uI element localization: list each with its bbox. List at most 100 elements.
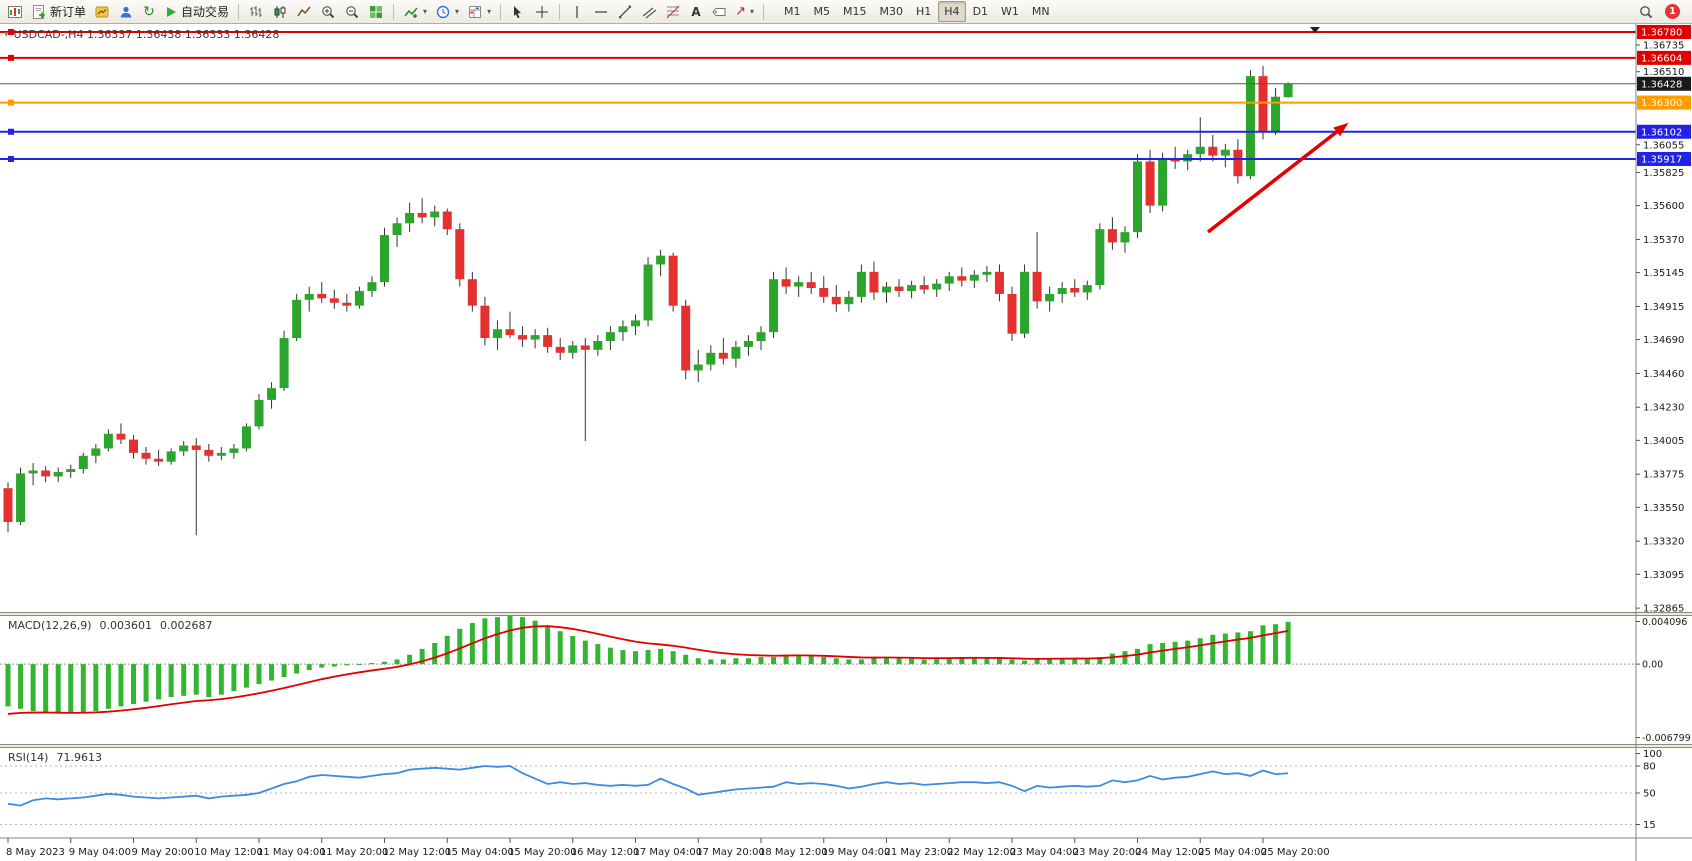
candle xyxy=(317,293,327,299)
trend-arrow[interactable] xyxy=(1206,125,1345,234)
timeframe-button-w1[interactable]: W1 xyxy=(1001,5,1019,18)
time-label: 15 May 04:00 xyxy=(445,847,514,858)
candlestick-chart-button[interactable] xyxy=(269,2,291,22)
candle xyxy=(216,452,226,456)
text-label-tool-button[interactable] xyxy=(708,2,730,22)
price-badge: 1.36604 xyxy=(1637,50,1691,65)
candle xyxy=(718,352,728,359)
horizontal-line-tool-button[interactable] xyxy=(590,2,612,22)
macd-histogram-bar xyxy=(269,664,275,681)
candle xyxy=(267,388,277,400)
line-handle[interactable] xyxy=(8,128,14,135)
market-watch-button[interactable] xyxy=(91,2,113,22)
navigator-person-icon xyxy=(120,6,132,17)
fibonacci-tool-button[interactable] xyxy=(662,2,684,22)
candle xyxy=(1271,96,1281,133)
text-tool-button[interactable]: A xyxy=(686,2,706,22)
macd-histogram-bar xyxy=(105,664,111,709)
candle xyxy=(480,305,490,339)
line-handle[interactable] xyxy=(8,54,14,61)
candle xyxy=(1133,161,1142,233)
tile-windows-button[interactable] xyxy=(365,2,387,22)
macd-axis-label: 0.00 xyxy=(1642,660,1663,671)
symbol-ohlc-label: USDCAD-,H4 1.36337 1.36438 1.36333 1.364… xyxy=(13,28,280,41)
indicators-button[interactable]: ▾ xyxy=(400,2,430,22)
candle xyxy=(1258,76,1268,133)
macd-histogram-bar xyxy=(68,664,74,714)
candle xyxy=(794,282,804,287)
timeframe-button-m30[interactable]: M30 xyxy=(879,5,904,18)
candlestick-chart-icon xyxy=(274,5,286,18)
collapse-arrow-icon[interactable]: ▾ xyxy=(4,29,9,40)
timeframe-button-d1[interactable]: D1 xyxy=(972,5,989,18)
auto-trading-button[interactable]: 自动交易 xyxy=(161,2,232,22)
line-handle[interactable] xyxy=(8,28,14,35)
chart-canvas[interactable]: 1.36780 1.36604 1.36428 1.36300 1.36102 1.359… xyxy=(0,24,1692,861)
macd-histogram-bar xyxy=(959,657,965,665)
new-chart-button[interactable] xyxy=(4,2,26,22)
new-order-button[interactable]: 新订单 xyxy=(28,2,89,22)
macd-histogram-bar xyxy=(432,642,438,665)
macd-histogram-bar xyxy=(1022,660,1028,665)
templates-button[interactable]: ▾ xyxy=(464,2,494,22)
candle xyxy=(342,302,352,306)
timeframe-button-h1[interactable]: H1 xyxy=(916,5,932,18)
vertical-line-tool-button[interactable] xyxy=(566,2,588,22)
price-tick-label: 1.34690 xyxy=(1643,335,1684,346)
candle xyxy=(1233,149,1243,177)
toolbar-separator xyxy=(559,3,561,20)
candle xyxy=(254,399,264,427)
notification-badge[interactable]: 1 xyxy=(1665,4,1680,19)
candle xyxy=(1158,158,1168,206)
line-handle[interactable] xyxy=(8,155,14,162)
zoom-in-icon xyxy=(322,5,335,18)
timeframe-button-mn[interactable]: MN xyxy=(1031,5,1050,18)
timeframe-button-h4[interactable]: H4 xyxy=(938,1,966,22)
macd-histogram-bar xyxy=(996,658,1002,665)
line-handle[interactable] xyxy=(8,99,14,106)
shapes-tool-button[interactable]: ↗ ▾ xyxy=(732,2,757,22)
macd-histogram-bar xyxy=(507,615,513,665)
macd-histogram-bar xyxy=(783,654,789,665)
macd-histogram-bar xyxy=(243,664,249,688)
search-button[interactable] xyxy=(1635,2,1657,22)
macd-histogram-bar xyxy=(218,664,224,695)
price-tick-label: 1.35825 xyxy=(1643,168,1684,179)
candle xyxy=(430,211,440,218)
periods-button[interactable]: ▾ xyxy=(432,2,462,22)
price-tick-label: 1.35145 xyxy=(1643,268,1684,279)
macd-histogram-bar xyxy=(93,664,99,712)
macd-histogram-bar xyxy=(369,662,375,665)
line-chart-button[interactable] xyxy=(293,2,315,22)
timeframe-button-m5[interactable]: M5 xyxy=(813,5,831,18)
candle xyxy=(844,296,854,305)
timeframe-button-m1[interactable]: M1 xyxy=(784,5,801,18)
timeframe-toolbar: M1 M5 M15 M30 H1 H4 D1 W1 MN xyxy=(778,1,1056,22)
panel-separator[interactable] xyxy=(0,744,1692,748)
macd-histogram-bar xyxy=(821,657,827,665)
bar-chart-button[interactable] xyxy=(245,2,267,22)
timeframe-button-m15[interactable]: M15 xyxy=(843,5,867,18)
candle xyxy=(91,448,101,456)
navigator-button[interactable] xyxy=(115,2,137,22)
candle xyxy=(304,293,314,300)
macd-histogram-bar xyxy=(971,657,977,665)
channel-tool-button[interactable] xyxy=(638,2,660,22)
panel-separator[interactable] xyxy=(0,612,1692,616)
candle xyxy=(1283,83,1293,98)
cursor-button[interactable] xyxy=(507,2,529,22)
crosshair-button[interactable] xyxy=(531,2,553,22)
candle xyxy=(831,296,841,305)
chart-shift-marker[interactable] xyxy=(1310,27,1320,33)
macd-histogram-bar xyxy=(168,664,174,698)
refresh-button[interactable]: ↻ xyxy=(139,2,159,22)
macd-histogram-bar xyxy=(1059,658,1065,665)
new-chart-icon xyxy=(8,5,22,18)
price-tick-label: 1.36055 xyxy=(1643,140,1684,151)
zoom-in-button[interactable] xyxy=(317,2,339,22)
trendline-tool-button[interactable] xyxy=(614,2,636,22)
zoom-out-button[interactable] xyxy=(341,2,363,22)
price-tick-label: 1.34915 xyxy=(1643,302,1684,313)
candle xyxy=(492,329,502,339)
candle xyxy=(279,338,289,389)
